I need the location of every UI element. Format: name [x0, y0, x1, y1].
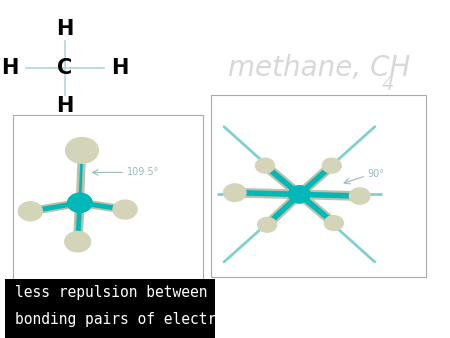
Circle shape [258, 217, 277, 232]
Text: C: C [57, 57, 72, 78]
Text: methane, CH: methane, CH [228, 54, 411, 81]
Circle shape [322, 158, 341, 173]
Text: 4: 4 [381, 75, 394, 94]
Text: less repulsion between the: less repulsion between the [15, 285, 243, 300]
Text: 90°: 90° [368, 169, 384, 179]
Circle shape [18, 202, 42, 221]
Text: H: H [111, 57, 129, 78]
Circle shape [68, 193, 92, 212]
Text: H: H [1, 57, 18, 78]
Text: H: H [56, 96, 73, 117]
Bar [4, 279, 216, 338]
Text: H: H [56, 19, 73, 39]
Circle shape [349, 188, 370, 204]
Circle shape [288, 186, 310, 203]
Circle shape [66, 138, 99, 163]
Circle shape [113, 200, 137, 219]
Circle shape [324, 216, 343, 231]
Bar [13, 115, 202, 297]
Circle shape [256, 158, 274, 173]
Circle shape [65, 232, 90, 252]
Text: bonding pairs of electrons: bonding pairs of electrons [15, 312, 243, 327]
Circle shape [68, 193, 92, 212]
Bar [211, 95, 427, 277]
Text: 109.5°: 109.5° [127, 167, 160, 177]
Circle shape [288, 186, 310, 203]
Circle shape [224, 184, 246, 201]
